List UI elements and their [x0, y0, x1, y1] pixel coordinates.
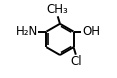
- Text: Cl: Cl: [70, 55, 82, 68]
- Text: OH: OH: [82, 25, 100, 38]
- Text: H₂N: H₂N: [16, 25, 38, 38]
- Text: CH₃: CH₃: [47, 3, 68, 16]
